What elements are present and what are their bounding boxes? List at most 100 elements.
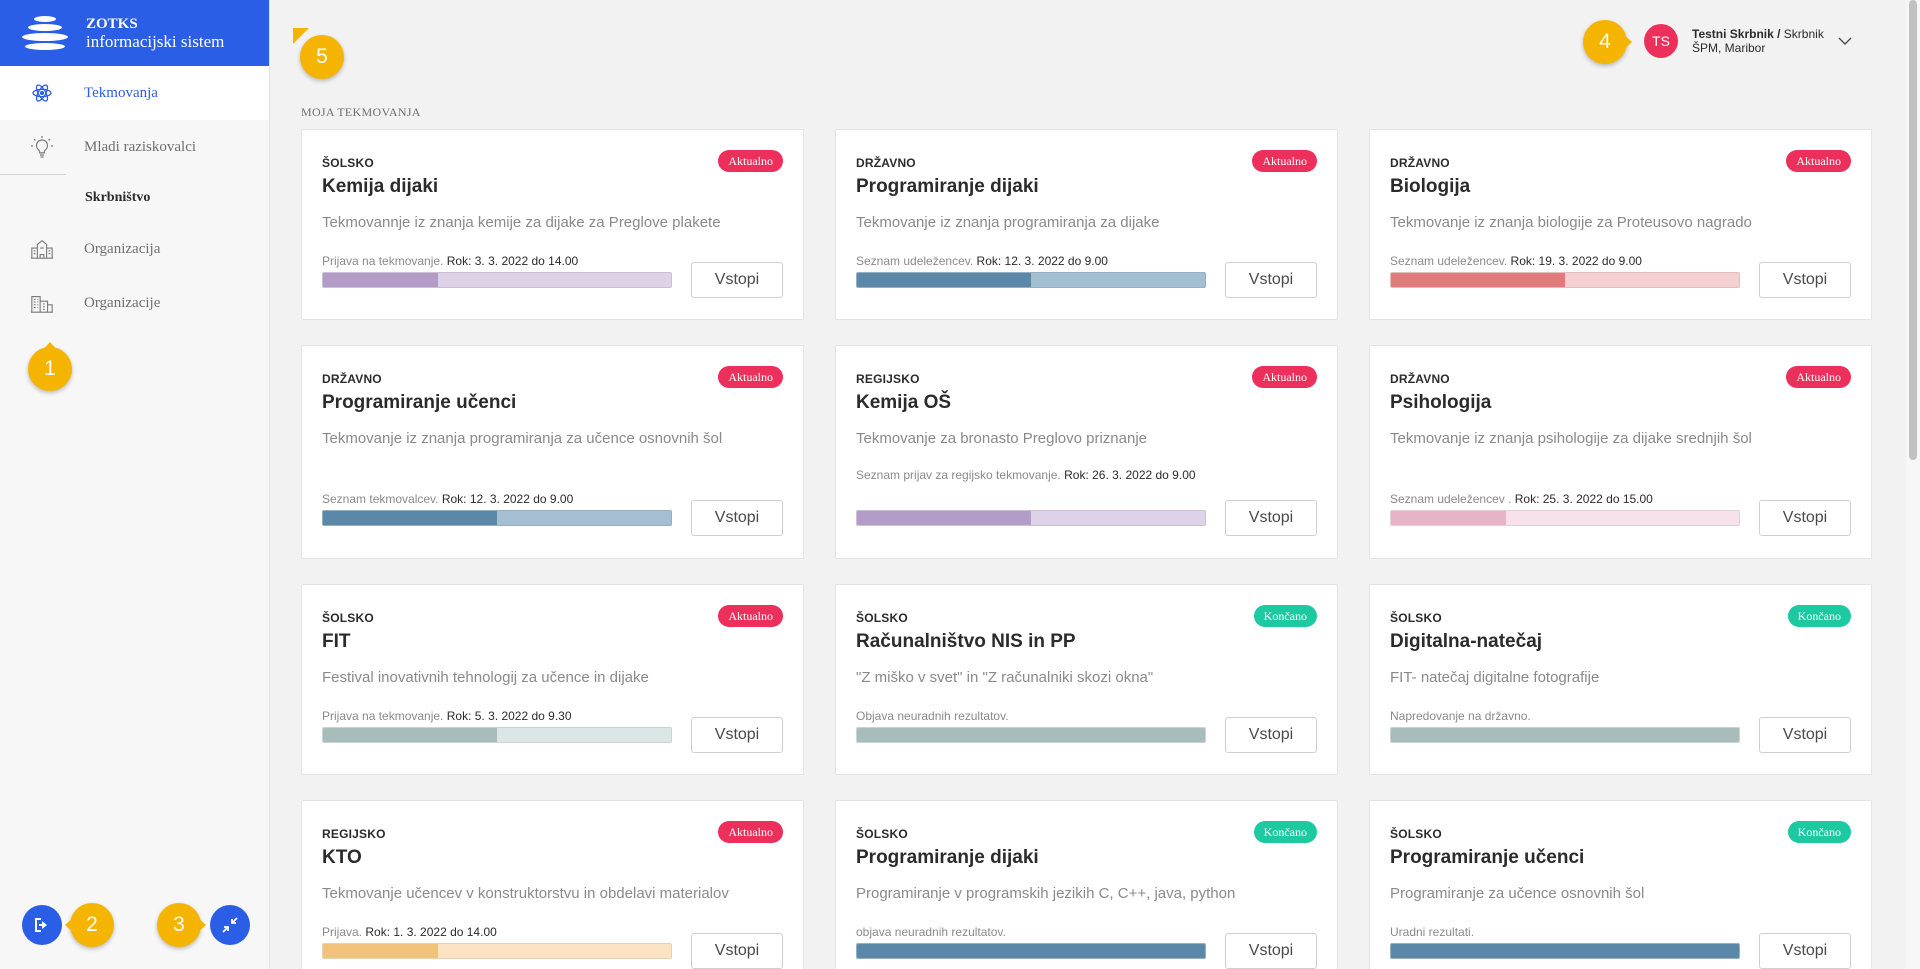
scrollbar[interactable] <box>1906 0 1920 969</box>
brand-title: ZOTKS <box>86 16 138 32</box>
progress-bar <box>856 272 1206 288</box>
competition-description: Programiranje za učence osnovnih šol <box>1390 885 1645 902</box>
collapse-arrows-icon <box>222 917 238 933</box>
competition-title[interactable]: Kemija dijaki <box>322 176 439 197</box>
competition-status: Prijava na tekmovanje. Rok: 3. 3. 2022 d… <box>322 250 682 272</box>
competition-description: Festival inovativnih tehnologij za učenc… <box>322 669 649 686</box>
competition-card: DRŽAVNO Aktualno Biologija Tekmovanje iz zn… <box>1369 129 1872 320</box>
enter-button[interactable]: Vstopi <box>1759 933 1851 969</box>
competition-card: REGIJSKO Aktualno KTO Tekmovanje učencev v … <box>301 800 804 969</box>
competition-description: Tekmovannje iz znanja kemije za dijake z… <box>322 214 721 231</box>
competition-level: DRŽAVNO <box>1390 372 1450 386</box>
enter-button[interactable]: Vstopi <box>1225 262 1317 298</box>
sidebar-item-label: Organizacije <box>84 294 161 311</box>
enter-button[interactable]: Vstopi <box>691 933 783 969</box>
annotation-marker-5: 5 <box>293 28 344 79</box>
sidebar-item-mladi-raziskovalci[interactable]: Mladi raziskovalci <box>0 120 269 174</box>
competition-title[interactable]: FIT <box>322 631 351 652</box>
enter-button[interactable]: Vstopi <box>1759 717 1851 753</box>
competition-status: Napredovanje na državno. <box>1390 705 1750 727</box>
competition-title[interactable]: Programiranje učenci <box>1390 847 1585 868</box>
progress-bar-fill <box>323 728 497 742</box>
status-text: Napredovanje na državno. <box>1390 709 1531 723</box>
section-title: MOJA TEKMOVANJA <box>301 105 421 119</box>
enter-button[interactable]: Vstopi <box>1225 717 1317 753</box>
status-text: Seznam udeležencev. <box>856 254 974 268</box>
competition-level: REGIJSKO <box>856 372 920 386</box>
competition-status: Seznam prijav za regijsko tekmovanje. Ro… <box>856 464 1216 486</box>
competition-title[interactable]: Kemija OŠ <box>856 392 952 413</box>
lightbulb-icon <box>30 135 54 159</box>
status-badge: Končano <box>1787 821 1851 843</box>
zotks-logo-icon <box>20 16 70 50</box>
status-badge: Aktualno <box>718 821 783 843</box>
competition-description: Tekmovanje iz znanja programiranja za di… <box>856 214 1160 231</box>
competition-card: ŠOLSKO Končano Digitalna-natečaj FIT- nateč… <box>1369 584 1872 775</box>
annotation-marker-4: 4 <box>1583 20 1627 64</box>
competition-level: DRŽAVNO <box>322 372 382 386</box>
progress-bar <box>856 943 1206 959</box>
annotation-marker-1: 1 <box>28 347 72 391</box>
enter-button[interactable]: Vstopi <box>1225 933 1317 969</box>
deadline-text: Rok: 26. 3. 2022 do 9.00 <box>1064 468 1196 482</box>
sidebar-item-label: Organizacija <box>84 240 161 257</box>
progress-bar <box>856 727 1206 743</box>
competition-description: Tekmovanje učencev v konstruktorstvu in … <box>322 885 729 902</box>
competition-status: Prijava na tekmovanje. Rok: 5. 3. 2022 d… <box>322 705 682 727</box>
competition-title[interactable]: Programiranje dijaki <box>856 847 1039 868</box>
competition-status: Objava neuradnih rezultatov. <box>856 705 1216 727</box>
enter-button[interactable]: Vstopi <box>691 262 783 298</box>
status-text: Prijava na tekmovanje. <box>322 709 444 723</box>
competition-title[interactable]: Računalništvo NIS in PP <box>856 631 1076 652</box>
collapse-sidebar-button[interactable] <box>210 905 250 945</box>
status-text: Prijava. <box>322 925 363 939</box>
annotation-marker-3: 3 <box>157 903 201 947</box>
enter-button[interactable]: Vstopi <box>1759 262 1851 298</box>
sidebar-item-organizacija[interactable]: Organizacija <box>0 222 269 276</box>
scrollbar-thumb[interactable] <box>1909 0 1917 460</box>
status-text: Seznam udeležencev. <box>1390 254 1508 268</box>
status-badge: Aktualno <box>1786 150 1851 172</box>
brand-header[interactable]: ZOTKS informacijski sistem <box>0 0 269 66</box>
status-text: Seznam udeležencev . <box>1390 492 1512 506</box>
status-text: Seznam prijav za regijsko tekmovanje. <box>856 468 1061 482</box>
progress-bar <box>1390 943 1740 959</box>
competition-card: DRŽAVNO Aktualno Programiranje učenci Tekmo… <box>301 345 804 559</box>
competition-title[interactable]: Programiranje učenci <box>322 392 517 413</box>
sidebar-item-organizacije[interactable]: Organizacije <box>0 276 269 330</box>
competition-level: ŠOLSKO <box>322 611 374 625</box>
competition-status: Uradni rezultati. <box>1390 921 1750 943</box>
competition-status: Seznam udeležencev. Rok: 19. 3. 2022 do … <box>1390 250 1750 272</box>
status-badge: Aktualno <box>1252 366 1317 388</box>
enter-button[interactable]: Vstopi <box>691 500 783 536</box>
avatar: TS <box>1644 24 1678 58</box>
enter-button[interactable]: Vstopi <box>691 717 783 753</box>
status-badge: Aktualno <box>1786 366 1851 388</box>
competition-title[interactable]: KTO <box>322 847 362 868</box>
enter-button[interactable]: Vstopi <box>1225 500 1317 536</box>
competition-title[interactable]: Psihologija <box>1390 392 1492 413</box>
deadline-text: Rok: 1. 3. 2022 do 14.00 <box>365 925 497 939</box>
status-badge: Končano <box>1253 605 1317 627</box>
deadline-text: Rok: 19. 3. 2022 do 9.00 <box>1510 254 1642 268</box>
status-text: Objava neuradnih rezultatov. <box>856 709 1009 723</box>
user-name: Testni Skrbnik / <box>1692 27 1781 41</box>
competition-title[interactable]: Biologija <box>1390 176 1471 197</box>
competition-status: Seznam udeležencev. Rok: 12. 3. 2022 do … <box>856 250 1216 272</box>
deadline-text: Rok: 5. 3. 2022 do 9.30 <box>446 709 572 723</box>
progress-bar <box>322 727 672 743</box>
enter-button[interactable]: Vstopi <box>1759 500 1851 536</box>
status-text: Uradni rezultati. <box>1390 925 1475 939</box>
user-menu[interactable]: TS Testni Skrbnik / Skrbnik ŠPM, Maribor <box>1644 24 1852 58</box>
status-text: Seznam tekmovalcev. <box>322 492 439 506</box>
competition-title[interactable]: Digitalna-natečaj <box>1390 631 1543 652</box>
competition-title[interactable]: Programiranje dijaki <box>856 176 1039 197</box>
sidebar-item-tekmovanja[interactable]: Tekmovanja <box>0 66 269 120</box>
competition-status: Prijava. Rok: 1. 3. 2022 do 14.00 <box>322 921 682 943</box>
deadline-text: Rok: 12. 3. 2022 do 9.00 <box>441 492 574 506</box>
user-role: Skrbnik <box>1780 27 1824 41</box>
competition-description: Tekmovanje za bronasto Preglovo priznanj… <box>856 430 1147 447</box>
chevron-down-icon[interactable] <box>1838 37 1852 45</box>
sidebar-section-skrbnistvo: Skrbništvo <box>0 174 269 222</box>
competition-level: ŠOLSKO <box>1390 611 1442 625</box>
